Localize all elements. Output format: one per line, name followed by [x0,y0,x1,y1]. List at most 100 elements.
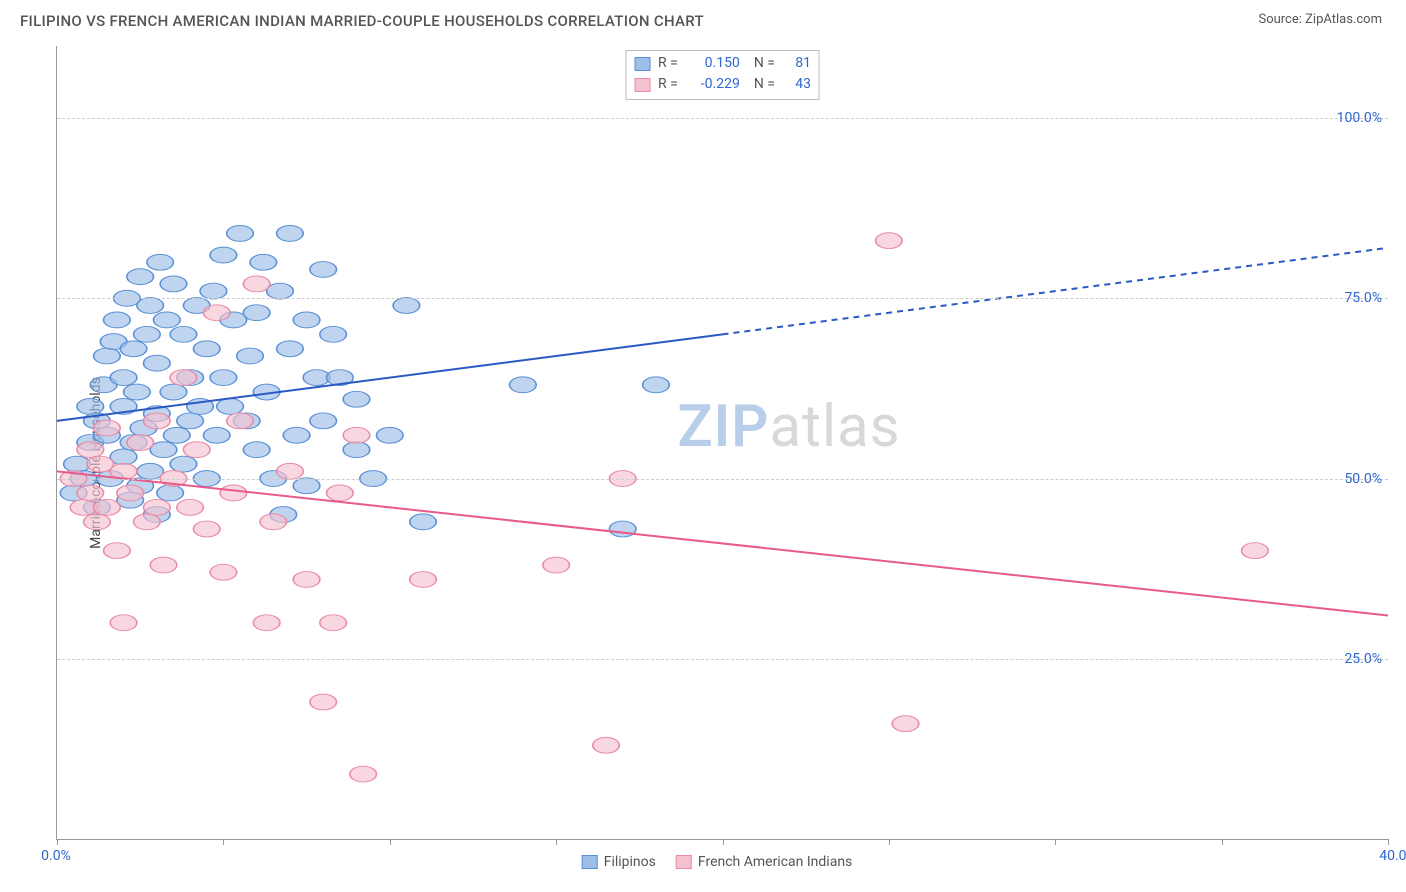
trend-line [57,471,1388,615]
data-point [137,463,164,479]
data-point [243,276,270,292]
data-point [293,312,320,328]
x-tick [1055,839,1056,845]
data-point [94,348,121,364]
data-point [876,233,903,249]
data-point [277,341,304,357]
x-tick [723,839,724,845]
data-point [293,478,320,494]
data-point [120,341,147,357]
data-point [393,298,420,314]
gridline [57,479,1388,480]
data-point [150,442,177,458]
x-tick-label: 0.0% [41,848,71,864]
data-point [170,456,197,472]
data-point [253,615,280,631]
data-point [283,427,310,443]
data-point [124,384,151,400]
x-tick [223,839,224,845]
data-point [410,514,437,530]
data-point [343,427,370,443]
legend-swatch [582,855,598,869]
x-tick [57,839,58,845]
legend-swatch [676,855,692,869]
y-tick-label: 100.0% [1337,110,1382,126]
data-point [892,716,919,732]
data-point [243,442,270,458]
data-point [210,370,237,386]
data-point [250,254,277,270]
data-point [200,283,227,299]
data-point [320,615,347,631]
data-point [137,298,164,314]
legend-label: Filipinos [604,854,656,870]
data-point [260,514,287,530]
data-point [320,326,347,342]
data-point [163,427,190,443]
data-point [217,399,244,415]
data-point [327,485,354,501]
legend-item: Filipinos [582,854,656,870]
data-point [110,615,137,631]
data-point [193,341,220,357]
data-point [267,283,294,299]
scatter-svg [57,46,1388,839]
x-tick [390,839,391,845]
data-point [1242,543,1269,559]
data-point [277,463,304,479]
data-point [350,766,377,782]
source-label: Source: ZipAtlas.com [1258,12,1382,27]
data-point [310,413,337,429]
data-point [144,355,171,371]
chart-title: FILIPINO VS FRENCH AMERICAN INDIAN MARRI… [20,12,704,30]
data-point [643,377,670,393]
gridline [57,298,1388,299]
data-point [160,276,187,292]
data-point [177,499,204,515]
data-point [160,384,187,400]
data-point [203,305,230,321]
data-point [150,557,177,573]
data-point [183,442,210,458]
data-point [193,521,220,537]
data-point [510,377,537,393]
data-point [177,413,204,429]
data-point [134,326,161,342]
data-point [220,485,247,501]
plot-area: ZIPatlas R =0.150N =81R =-0.229N =43 25.… [56,46,1388,840]
data-point [543,557,570,573]
data-point [237,348,264,364]
data-point [94,499,121,515]
data-point [84,514,111,530]
data-point [117,485,144,501]
data-point [243,305,270,321]
data-point [127,269,154,285]
data-point [127,435,154,451]
data-point [77,399,104,415]
data-point [203,427,230,443]
data-point [170,326,197,342]
data-point [77,485,104,501]
data-point [277,226,304,242]
data-point [376,427,403,443]
data-point [144,413,171,429]
data-point [343,391,370,407]
data-point [227,413,254,429]
x-tick [1388,839,1389,845]
data-point [110,449,137,465]
data-point [310,262,337,278]
gridline [57,659,1388,660]
data-point [343,442,370,458]
data-point [593,737,620,753]
y-tick-label: 50.0% [1344,471,1382,487]
data-point [153,312,180,328]
data-point [110,370,137,386]
series-legend: FilipinosFrench American Indians [582,854,853,870]
x-tick [1222,839,1223,845]
data-point [410,572,437,588]
chart-container: Married-couple Households ZIPatlas R =0.… [46,46,1388,880]
data-point [310,694,337,710]
data-point [210,247,237,263]
data-point [170,370,197,386]
data-point [104,543,131,559]
